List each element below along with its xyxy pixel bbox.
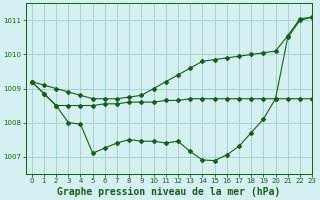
X-axis label: Graphe pression niveau de la mer (hPa): Graphe pression niveau de la mer (hPa) <box>57 186 281 197</box>
